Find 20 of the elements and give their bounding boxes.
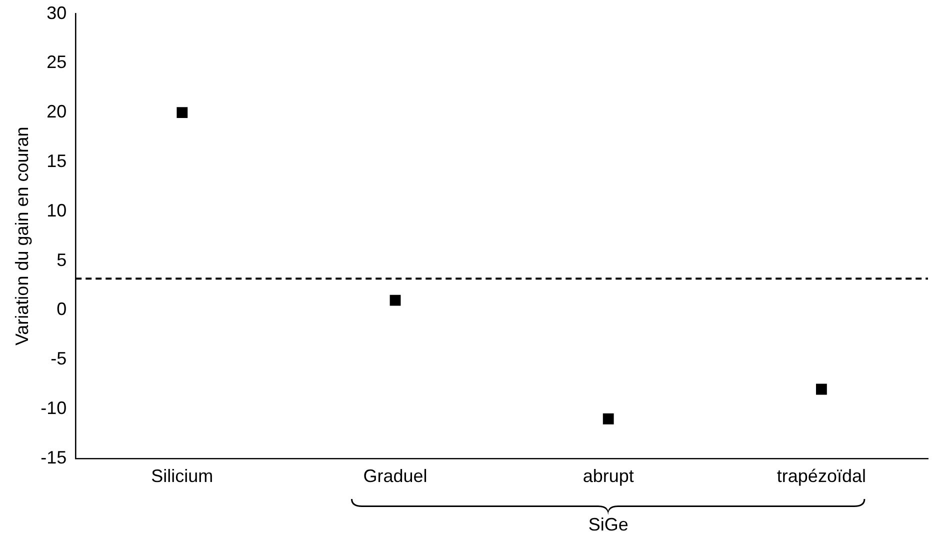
point bbox=[176, 107, 188, 118]
y-tick-label: 30 bbox=[46, 2, 67, 23]
y-tick-label: 10 bbox=[46, 200, 67, 220]
y-tick-label: 0 bbox=[56, 299, 67, 320]
y-axis-title: Variation du gain en couran bbox=[12, 126, 32, 346]
y-tick-label: 25 bbox=[46, 52, 67, 72]
point bbox=[816, 384, 827, 395]
y-tick-label: -10 bbox=[40, 398, 67, 418]
point bbox=[390, 294, 401, 306]
x-tick-label: abrupt bbox=[582, 466, 634, 486]
y-tick-label: 15 bbox=[46, 150, 67, 171]
y-tick-label: -15 bbox=[40, 447, 67, 468]
x-tick-label: Graduel bbox=[363, 466, 428, 486]
x-tick-label: trapézoïdal bbox=[776, 466, 866, 486]
y-tick-label: -5 bbox=[50, 348, 67, 369]
y-tick-label: 20 bbox=[46, 102, 67, 122]
text: SiGe bbox=[588, 514, 628, 534]
y-tick-label: 5 bbox=[56, 250, 67, 270]
x-tick-label: Silicium bbox=[151, 466, 214, 486]
point bbox=[602, 413, 614, 424]
